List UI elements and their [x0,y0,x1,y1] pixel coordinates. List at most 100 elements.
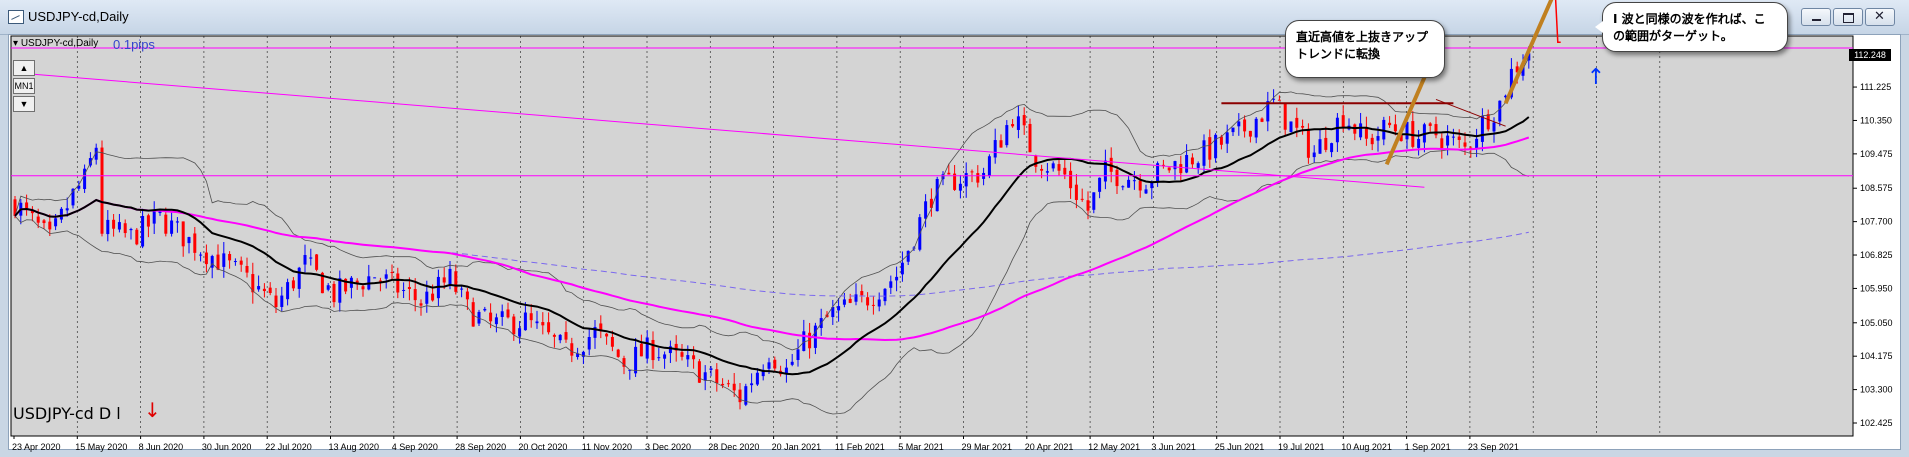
candle-body [802,331,806,351]
candle-body [332,283,336,303]
x-tick-label: 20 Jan 2021 [772,442,822,452]
candle-body [1202,140,1206,166]
y-tick-label: 111.225 [1860,82,1891,92]
candle-body [1521,63,1525,76]
candle-body [245,265,249,273]
candle-body [36,216,40,223]
candle-body [657,357,661,359]
candle-body [1034,155,1038,167]
candle-body [1185,154,1189,173]
candle-body [535,321,539,324]
candle-body [1463,142,1467,147]
minimize-button[interactable] [1801,8,1831,26]
candle-body [1393,124,1397,132]
candle-body [958,183,962,191]
candle-body [251,274,255,293]
candle-body [1173,161,1177,170]
close-button[interactable]: ✕ [1865,8,1895,26]
candle-body [25,202,29,209]
candle-body [1417,138,1421,148]
candle-body [674,343,678,351]
candle-body [344,278,348,292]
candle-body [454,271,458,292]
candle-body [315,254,319,270]
candle-body [187,237,191,244]
x-tick-label: 23 Sep 2021 [1468,442,1519,452]
candle-body [1098,177,1102,192]
candle-body [790,361,794,365]
candle-body [866,297,870,306]
candle-body [750,383,754,386]
candle-body [1016,116,1020,130]
candle-body [924,201,928,219]
candle-body [286,282,290,300]
candle-body [442,277,446,283]
candle-body [906,250,910,262]
candle-body [668,346,672,354]
candle-body [106,219,110,235]
candle-body [709,368,713,370]
chart-window-icon [8,10,24,24]
x-tick-label: 15 May 2020 [75,442,127,452]
x-tick-label: 20 Apr 2021 [1025,442,1074,452]
y-tick-label: 105.050 [1860,318,1893,328]
candle-body [848,298,852,303]
candle-body [900,262,904,275]
candle-body [547,322,551,333]
candle-body [1289,121,1293,133]
candle-body [953,173,957,190]
candle-body [77,185,81,189]
x-tick-label: 19 Jul 2021 [1278,442,1325,452]
minimize-icon [1812,19,1821,21]
candle-body [715,369,719,384]
x-tick-label: 28 Dec 2020 [708,442,759,452]
candle-body [610,336,614,347]
candle-body [378,280,382,282]
maximize-icon [1843,13,1854,23]
candle-body [628,369,632,371]
candle-body [622,358,626,367]
candle-body [54,218,58,227]
candle-body [1011,124,1015,127]
candle-body [877,299,881,307]
candle-body [135,229,139,245]
candle-body [1005,125,1009,146]
candle-body [117,222,121,230]
candle-body [199,254,203,256]
candle-body [552,334,556,337]
candle-body [146,215,150,227]
candle-body [460,288,464,290]
maximize-button[interactable] [1833,8,1863,26]
scroll-up-button[interactable]: ▲ [13,60,35,76]
candle-body [239,260,243,265]
timeframe-button[interactable]: MN1 [13,78,35,94]
x-tick-label: 23 Apr 2020 [12,442,61,452]
candle-body [1132,180,1136,182]
candle-body [518,328,522,337]
candle-body [605,333,609,337]
close-icon: ✕ [1874,9,1885,24]
candle-body [680,352,684,357]
candle-body [1359,123,1363,138]
candle-body [1121,186,1125,188]
candle-body [570,343,574,356]
candle-body [1237,121,1241,127]
y-tick-label: 102.425 [1860,418,1893,428]
candle-body [465,291,469,300]
x-tick-label: 10 Aug 2021 [1341,442,1392,452]
candle-body [1063,167,1067,175]
candle-body [1092,192,1096,210]
candle-body [703,372,707,381]
candle-body [1480,115,1484,142]
scroll-down-button[interactable]: ▼ [13,96,35,112]
candle-body [123,223,127,234]
candle-body [141,215,145,247]
candle-body [448,268,452,285]
candle-body [639,343,643,357]
y-tick-label: 109.475 [1860,149,1893,159]
candle-body [1457,136,1461,140]
candle-body [384,274,388,279]
candle-body [1277,99,1281,101]
candle-body [970,171,974,173]
